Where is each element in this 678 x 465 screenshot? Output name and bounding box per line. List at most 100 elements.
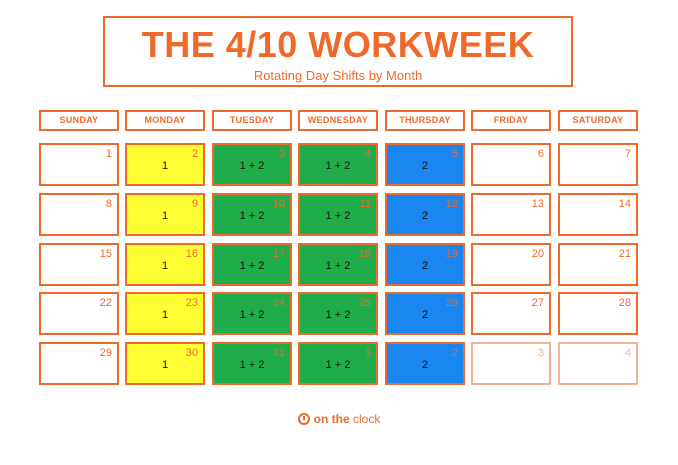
shift-label: 1 (161, 260, 169, 272)
date-number: 6 (537, 148, 544, 160)
shift-label: 2 (421, 359, 429, 371)
calendar-cell: 21 (558, 243, 638, 286)
date-number: 4 (624, 347, 631, 359)
date-number: 2 (451, 347, 458, 359)
date-number: 1 (105, 148, 112, 160)
shift-label: 2 (421, 260, 429, 272)
date-number: 11 (359, 198, 371, 210)
shift-label: 2 (421, 210, 429, 222)
date-number: 5 (451, 148, 458, 160)
calendar-cell: 12 2 (385, 193, 465, 236)
shift-label: 1 + 2 (325, 309, 351, 321)
title-box: THE 4/10 WORKWEEK Rotating Day Shifts by… (103, 16, 573, 87)
date-number: 22 (99, 297, 112, 309)
calendar-cell: 22 (39, 292, 119, 335)
day-header-monday: MONDAY (125, 110, 205, 131)
calendar-cell: 4 1 + 2 (298, 143, 378, 186)
date-number: 14 (618, 198, 631, 210)
date-number: 25 (358, 297, 371, 309)
shift-label: 2 (421, 160, 429, 172)
date-number: 20 (531, 248, 544, 260)
shift-label: 1 + 2 (239, 359, 265, 371)
date-number: 30 (185, 347, 198, 359)
shift-label: 1 + 2 (239, 260, 265, 272)
calendar-cell: 13 (471, 193, 551, 236)
calendar-cell: 1 (39, 143, 119, 186)
shift-label: 1 + 2 (239, 210, 265, 222)
calendar-cell: 14 (558, 193, 638, 236)
date-number: 3 (537, 347, 544, 359)
brand-logo: on the clock (0, 412, 678, 426)
calendar-cell: 30 1 (125, 342, 205, 385)
date-number: 28 (618, 297, 631, 309)
day-header-friday: FRIDAY (471, 110, 551, 131)
calendar-cell: 23 1 (125, 292, 205, 335)
calendar-cell: 7 (558, 143, 638, 186)
date-number: 19 (445, 248, 458, 260)
date-number: 1 (364, 347, 371, 359)
date-number: 24 (272, 297, 285, 309)
calendar-cell: 11 1 + 2 (298, 193, 378, 236)
page-subtitle: Rotating Day Shifts by Month (253, 68, 423, 83)
date-number: 2 (191, 148, 198, 160)
logo-text: on the (313, 412, 350, 426)
calendar-cell: 15 (39, 243, 119, 286)
date-number: 7 (624, 148, 631, 160)
date-number: 21 (618, 248, 631, 260)
date-number: 3 (278, 148, 285, 160)
calendar-cell: 6 (471, 143, 551, 186)
calendar-cell: 8 (39, 193, 119, 236)
shift-label: 1 (161, 160, 169, 172)
shift-label: 1 + 2 (239, 160, 265, 172)
date-number: 29 (99, 347, 112, 359)
calendar-cell: 3 1 + 2 (212, 143, 292, 186)
date-number: 13 (531, 198, 544, 210)
shift-label: 1 + 2 (325, 160, 351, 172)
day-header-sunday: SUNDAY (39, 110, 119, 131)
shift-label: 1 + 2 (239, 309, 265, 321)
day-header-saturday: SATURDAY (558, 110, 638, 131)
calendar-cell: 19 2 (385, 243, 465, 286)
day-header-wednesday: WEDNESDAY (298, 110, 378, 131)
shift-label: 1 + 2 (325, 210, 351, 222)
clock-icon (297, 412, 310, 425)
date-number: 15 (99, 248, 112, 260)
calendar-cell: 10 1 + 2 (212, 193, 292, 236)
calendar-cell: 4 (558, 342, 638, 385)
day-header-thursday: THURSDAY (385, 110, 465, 131)
calendar-cell: 26 2 (385, 292, 465, 335)
calendar-cell: 28 (558, 292, 638, 335)
date-number: 16 (185, 248, 198, 260)
calendar-cell: 17 1 + 2 (212, 243, 292, 286)
calendar-cell: 25 1 + 2 (298, 292, 378, 335)
shift-label: 1 + 2 (325, 260, 351, 272)
calendar-cell: 27 (471, 292, 551, 335)
shift-label: 2 (421, 309, 429, 321)
shift-label: 1 (161, 309, 169, 321)
calendar-cell: 3 (471, 342, 551, 385)
date-number: 10 (272, 198, 285, 210)
date-number: 31 (272, 347, 285, 359)
date-number: 4 (364, 148, 371, 160)
shift-label: 1 + 2 (325, 359, 351, 371)
date-number: 23 (185, 297, 198, 309)
date-number: 26 (445, 297, 458, 309)
date-number: 27 (531, 297, 544, 309)
shift-label: 1 (161, 359, 169, 371)
calendar-cell: 31 1 + 2 (212, 342, 292, 385)
calendar-cell: 18 1 + 2 (298, 243, 378, 286)
shift-label: 1 (161, 210, 169, 222)
calendar-cell: 1 1 + 2 (298, 342, 378, 385)
date-number: 9 (191, 198, 198, 210)
calendar-cell: 24 1 + 2 (212, 292, 292, 335)
logo-text-accent: clock (353, 412, 381, 426)
day-header-tuesday: TUESDAY (212, 110, 292, 131)
date-number: 18 (358, 248, 371, 260)
date-number: 8 (105, 198, 112, 210)
calendar-cell: 20 (471, 243, 551, 286)
date-number: 12 (445, 198, 458, 210)
